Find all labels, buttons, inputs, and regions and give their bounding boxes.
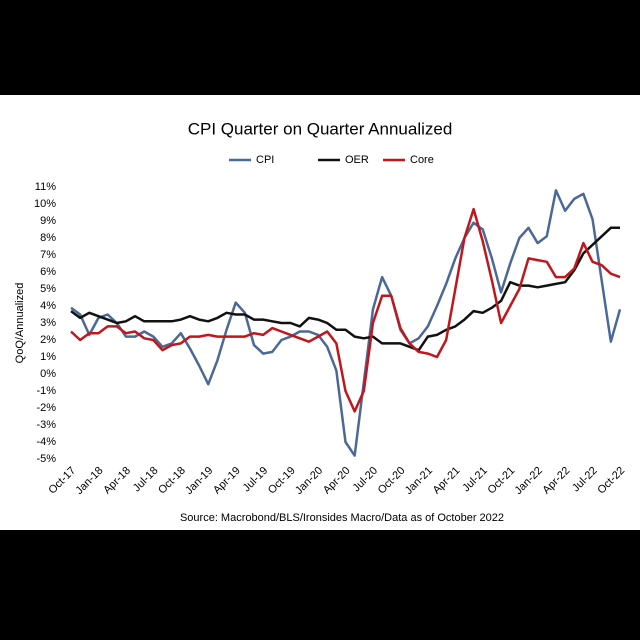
y-tick-label: 0%	[40, 368, 56, 380]
chart-title: CPI Quarter on Quarter Annualized	[188, 119, 453, 138]
y-tick-label: -4%	[36, 436, 56, 448]
legend-label: Core	[410, 154, 434, 166]
legend-label: CPI	[256, 154, 274, 166]
y-tick-label: 8%	[40, 232, 56, 244]
y-tick-label: 4%	[40, 300, 56, 312]
y-tick-label: -2%	[36, 402, 56, 414]
y-tick-label: -5%	[36, 453, 56, 465]
series-line	[70, 207, 621, 413]
y-tick-label: 5%	[40, 283, 56, 295]
series-line	[70, 189, 622, 457]
y-tick-label: 3%	[40, 317, 56, 329]
y-axis-label: QoQ/Annualized	[14, 283, 26, 364]
y-tick-label: 2%	[40, 334, 56, 346]
y-tick-label: 6%	[40, 266, 56, 278]
legend-label: OER	[345, 154, 369, 166]
y-tick-label: 10%	[34, 198, 56, 210]
series-line	[70, 226, 620, 352]
chart-background	[0, 95, 640, 530]
y-tick-label: -1%	[36, 385, 56, 397]
y-tick-label: 9%	[40, 215, 56, 227]
y-tick-label: 11%	[35, 181, 56, 193]
y-tick-label: -3%	[36, 419, 56, 431]
source-note: Source: Macrobond/BLS/Ironsides Macro/Da…	[180, 512, 504, 524]
y-tick-label: 7%	[40, 249, 56, 261]
y-tick-label: 1%	[40, 351, 56, 363]
